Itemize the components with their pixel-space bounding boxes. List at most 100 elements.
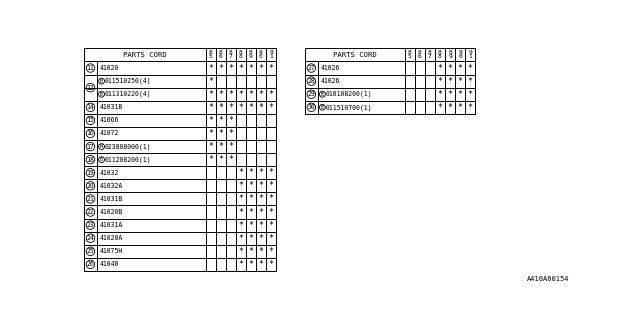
Text: 9
0: 9 0 [458,50,462,59]
Text: *: * [269,260,273,269]
Text: 28: 28 [307,78,316,84]
Text: 25: 25 [86,248,94,254]
Text: 41020: 41020 [100,65,119,71]
Text: *: * [228,116,233,125]
Text: *: * [269,247,273,256]
Text: 30: 30 [307,104,316,110]
Text: 8
8: 8 8 [239,50,243,59]
Text: B: B [100,92,103,97]
Text: *: * [248,181,253,190]
Text: *: * [228,103,233,112]
Text: PARTS CORD: PARTS CORD [333,52,376,58]
Text: *: * [259,260,264,269]
Text: 011510700(1): 011510700(1) [326,104,372,111]
Text: *: * [218,116,223,125]
Text: *: * [248,220,253,230]
Text: *: * [259,181,264,190]
Text: 15: 15 [86,117,94,124]
Text: *: * [438,103,442,112]
Text: *: * [447,64,452,73]
Text: *: * [238,64,243,73]
Text: PARTS CORD: PARTS CORD [123,52,166,58]
Text: 41032A: 41032A [100,183,123,189]
Text: 8
9: 8 9 [448,50,452,59]
Text: 41020B: 41020B [100,209,123,215]
Text: *: * [259,195,264,204]
Text: *: * [238,247,243,256]
Text: *: * [468,76,473,86]
Text: *: * [447,76,452,86]
Text: 17: 17 [86,144,94,149]
Text: 20: 20 [86,183,94,189]
Text: *: * [269,103,273,112]
Text: *: * [218,142,223,151]
Text: *: * [218,155,223,164]
Text: *: * [458,90,463,99]
Text: *: * [238,195,243,204]
Text: 8
7: 8 7 [428,50,432,59]
Text: *: * [269,234,273,243]
Text: 19: 19 [86,170,94,176]
Text: 8
9: 8 9 [249,50,253,59]
Text: *: * [468,103,473,112]
Text: 023808000(1): 023808000(1) [105,143,152,150]
Text: *: * [238,208,243,217]
Text: *: * [238,90,243,99]
Text: *: * [458,103,463,112]
Text: *: * [458,64,463,73]
Text: *: * [269,220,273,230]
Text: 010108200(1): 010108200(1) [326,91,372,98]
Text: 41031B: 41031B [100,196,123,202]
Text: *: * [438,64,442,73]
Text: *: * [208,116,213,125]
Text: *: * [438,90,442,99]
Text: *: * [238,168,243,177]
Text: *: * [218,64,223,73]
Text: *: * [248,168,253,177]
Text: 41072: 41072 [100,131,119,137]
Text: 8
5: 8 5 [408,50,412,59]
Text: 8
5: 8 5 [209,50,212,59]
Text: *: * [248,247,253,256]
Text: 011208200(1): 011208200(1) [105,156,152,163]
Text: A410A00154: A410A00154 [527,276,570,282]
Text: *: * [248,260,253,269]
Text: 41066: 41066 [100,117,119,124]
Text: 011310220(4): 011310220(4) [105,91,152,98]
Text: *: * [259,64,264,73]
Text: *: * [259,90,264,99]
Text: *: * [228,129,233,138]
Text: B: B [321,92,324,97]
Text: *: * [238,260,243,269]
Text: *: * [238,234,243,243]
Text: *: * [259,234,264,243]
Text: *: * [248,234,253,243]
Text: B: B [100,79,103,84]
Bar [84,48,276,271]
Text: 9
1: 9 1 [269,50,273,59]
Text: *: * [248,103,253,112]
Text: *: * [259,220,264,230]
Text: *: * [259,208,264,217]
Text: 8
8: 8 8 [438,50,442,59]
Text: *: * [208,103,213,112]
Text: *: * [238,181,243,190]
Text: *: * [208,76,213,86]
Text: *: * [248,64,253,73]
Text: *: * [259,103,264,112]
Text: 8
6: 8 6 [418,50,422,59]
Text: 18: 18 [86,157,94,163]
Text: *: * [259,168,264,177]
Text: 24: 24 [86,235,94,241]
Text: *: * [468,64,473,73]
Text: *: * [269,168,273,177]
Text: *: * [248,195,253,204]
Text: 41020A: 41020A [100,235,123,241]
Text: *: * [218,90,223,99]
Text: 14: 14 [86,104,94,110]
Text: 41026: 41026 [321,78,340,84]
Text: 011510250(4): 011510250(4) [105,78,152,84]
Text: *: * [218,103,223,112]
Text: 29: 29 [307,91,316,97]
Text: *: * [208,155,213,164]
